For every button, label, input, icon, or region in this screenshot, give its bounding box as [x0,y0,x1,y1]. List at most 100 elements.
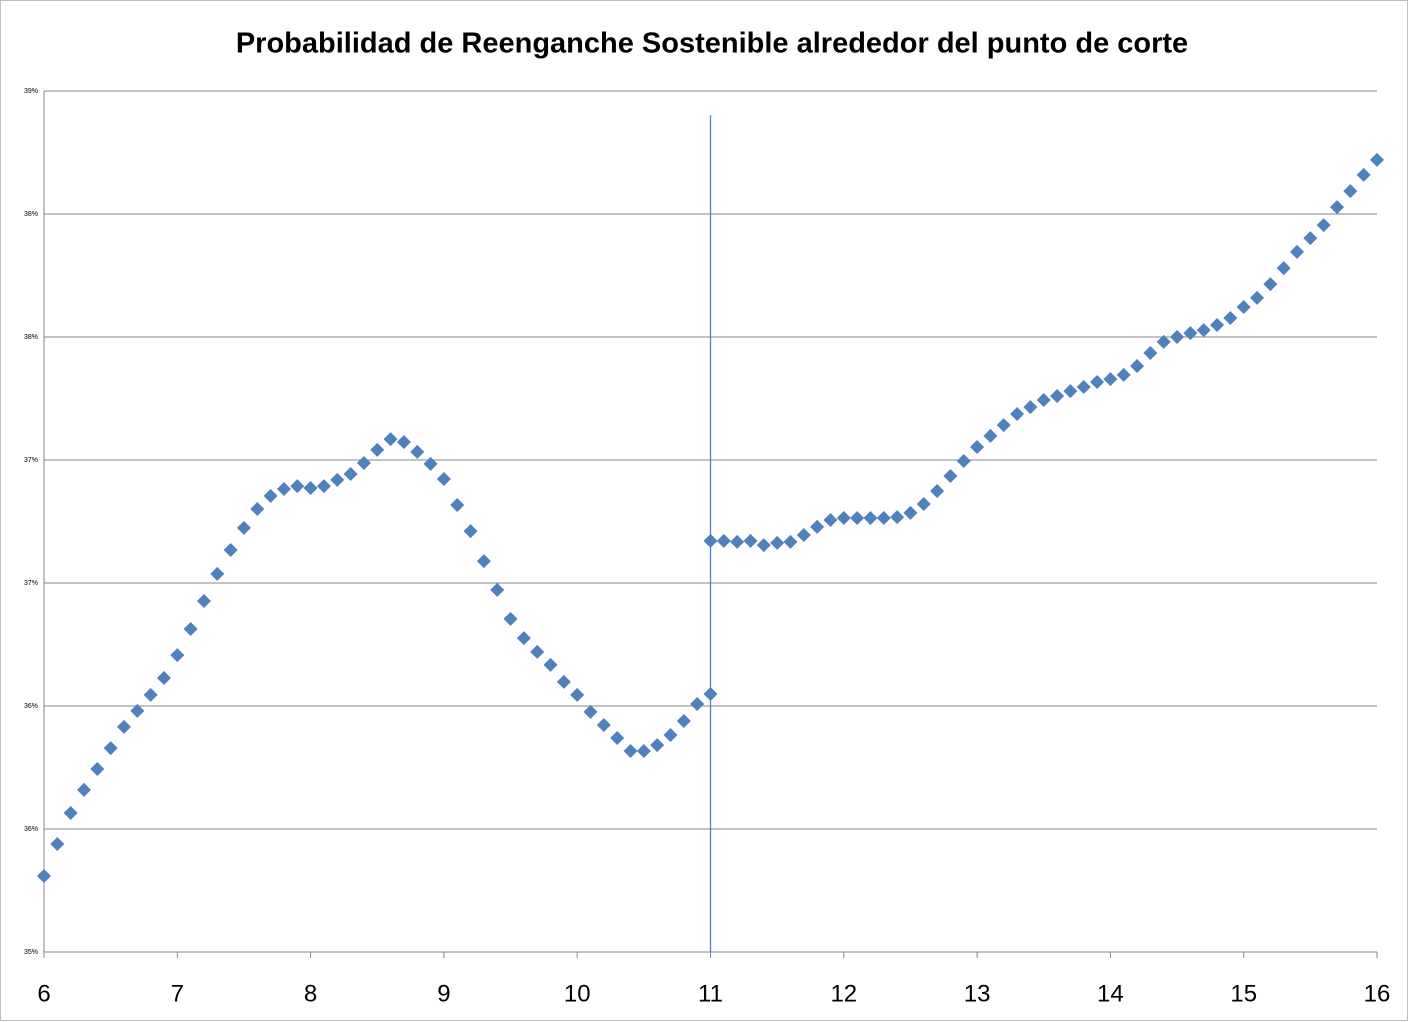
point [943,468,958,483]
point [676,714,691,729]
point [383,432,398,447]
point [770,535,785,550]
point [116,719,131,734]
point [143,687,158,702]
y-tick-label: 36% [24,703,38,710]
point [1090,375,1105,390]
point [1076,379,1091,394]
point [636,744,651,759]
point [410,444,425,459]
point [1063,384,1078,399]
point [610,730,625,745]
point [1370,152,1384,167]
point [1210,317,1225,332]
point [556,674,571,689]
y-tick-label: 37% [24,580,38,587]
point [1316,218,1331,233]
x-tick-label: 16 [1364,980,1391,1007]
y-tick-label: 38% [24,211,38,218]
point [1170,330,1185,344]
point [583,704,598,719]
point [37,868,51,883]
x-tick-label: 15 [1230,980,1257,1007]
point [303,481,318,496]
point [503,611,518,626]
point [890,510,905,525]
point [810,519,825,534]
point [930,483,945,498]
x-tick-label: 11 [698,980,723,1007]
point [836,511,851,526]
point [730,534,745,549]
point [330,472,345,487]
point [1196,323,1211,338]
point [1343,184,1358,199]
point [1156,334,1171,349]
point [450,498,465,513]
point [663,728,678,743]
point [703,686,718,701]
point [1023,400,1038,415]
point [1183,326,1198,341]
point [543,657,558,672]
point [796,528,811,543]
point [596,717,611,732]
x-tick-label: 7 [171,980,184,1007]
point [1250,290,1265,305]
point [756,538,771,553]
point [1276,261,1291,276]
point [1130,359,1145,374]
point [316,479,331,494]
point [1263,277,1278,292]
point [130,703,145,718]
point [570,687,585,702]
point [703,533,718,548]
point [50,837,65,852]
point [1356,167,1371,182]
chart-title: Probabilidad de Reenganche Sostenible al… [236,28,1188,60]
point [396,435,411,450]
point [970,439,985,454]
point [463,524,478,539]
point [476,554,491,569]
point [210,566,225,581]
point [983,428,998,443]
point [90,761,105,776]
point [156,670,171,685]
point [823,513,838,528]
point [850,511,865,526]
x-tick-label: 13 [964,980,991,1007]
x-tick-label: 8 [304,980,317,1007]
point [916,497,931,512]
point [236,520,251,535]
point [1050,389,1065,404]
point [63,806,78,821]
point [623,744,638,759]
point [423,456,438,471]
point [516,631,531,646]
point [956,453,971,468]
point [863,511,878,526]
point [263,488,278,503]
point [183,622,198,637]
point [716,533,731,548]
y-tick-label: 35% [24,949,38,956]
point [690,697,705,712]
y-tick-label: 39% [24,88,38,95]
point [170,648,185,663]
point [436,471,451,486]
point [223,543,238,558]
point [743,533,758,548]
point [996,418,1011,433]
point [103,741,118,756]
point [903,505,918,520]
point [250,501,265,516]
point [1143,345,1158,360]
point [196,593,211,608]
point [1223,311,1238,326]
point [783,534,798,549]
point [1036,392,1051,407]
point [490,582,505,597]
